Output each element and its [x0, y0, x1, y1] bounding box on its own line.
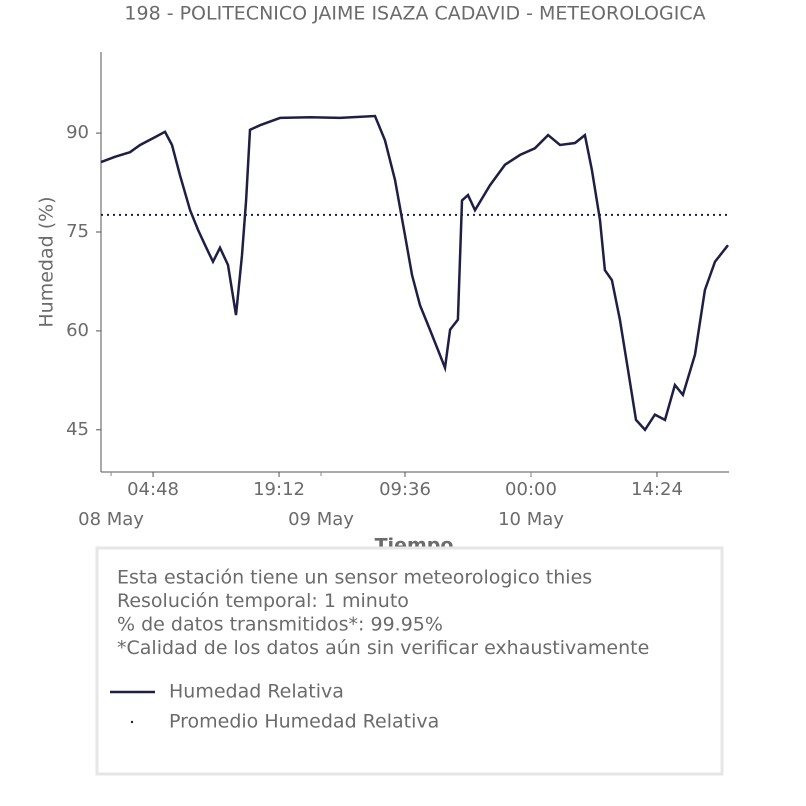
x-tick-label: 19:12	[253, 479, 305, 500]
info-text: % de datos transmitidos*: 99.95%	[117, 614, 443, 636]
chart-title: 198 - POLITECNICO JAIME ISAZA CADAVID - …	[124, 3, 705, 25]
humidity-line	[100, 114, 729, 432]
info-box	[95, 546, 724, 776]
info-text: Esta estación tiene un sensor meteorolog…	[117, 567, 592, 589]
y-tick-label: 75	[66, 221, 89, 242]
y-tick-label: 60	[66, 320, 89, 341]
legend-swatch	[130, 720, 134, 724]
legend-label: Humedad Relativa	[169, 681, 344, 703]
legend-label: Promedio Humedad Relativa	[169, 711, 439, 733]
x-tick-label: 09:36	[379, 479, 431, 500]
info-text: *Calidad de los datos aún sin verificar …	[117, 637, 649, 659]
x-day-label: 10 May	[498, 509, 564, 530]
info-text: Resolución temporal: 1 minuto	[117, 590, 409, 612]
x-tick-label: 04:48	[127, 479, 179, 500]
x-tick-label: 00:00	[505, 479, 557, 500]
y-tick-label: 90	[66, 122, 89, 143]
x-day-label: 08 May	[78, 509, 144, 530]
x-tick-label: 14:24	[631, 479, 683, 500]
y-tick-label: 45	[66, 419, 89, 440]
x-day-label: 09 May	[288, 509, 354, 530]
y-axis-label: Humedad (%)	[36, 196, 58, 327]
